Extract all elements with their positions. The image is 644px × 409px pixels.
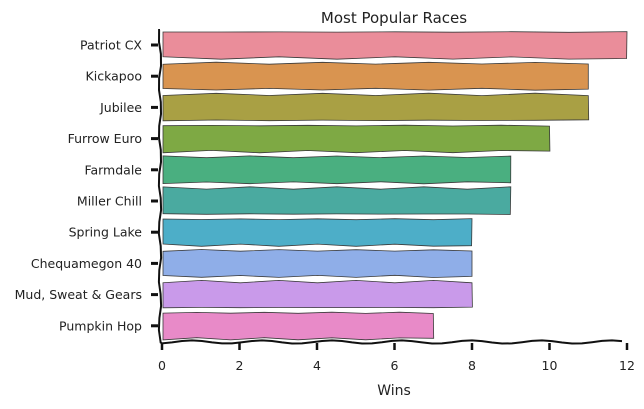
y-tick-label: Patriot CX <box>80 38 142 53</box>
bars-group <box>157 29 628 343</box>
x-tick-label: 2 <box>236 358 244 373</box>
y-tick-label: Pumpkin Hop <box>59 318 142 333</box>
chart-title: Most Popular Races <box>321 9 467 27</box>
bar-mud-sweat-gears <box>162 279 473 309</box>
y-axis-spine <box>157 29 163 343</box>
bar-spring-lake <box>162 218 473 247</box>
x-axis-spine <box>159 339 623 345</box>
y-tick-labels: Patriot CX Kickapoo Jubilee Furrow Euro Farm… <box>15 38 158 333</box>
y-tick-label: Spring Lake <box>69 225 143 240</box>
bar-kickapoo <box>162 61 589 91</box>
y-tick-label: Mud, Sweat & Gears <box>15 287 142 302</box>
bar-patriot-cx <box>162 31 628 60</box>
x-tick-label: 12 <box>619 358 635 373</box>
y-tick-label: Furrow Euro <box>68 131 142 146</box>
x-tick-label: 6 <box>391 358 399 373</box>
bar-furrow-euro <box>162 124 551 154</box>
x-axis-title: Wins <box>377 383 411 399</box>
bar-miller-chill <box>162 186 512 215</box>
y-tick-label: Miller Chill <box>77 194 142 209</box>
x-tick-label: 8 <box>468 358 476 373</box>
y-tick-label: Kickapoo <box>86 69 142 84</box>
x-tick-label: 4 <box>313 358 321 373</box>
x-tick-label: 10 <box>542 358 558 373</box>
x-axis: 0 2 4 6 8 10 12 <box>158 339 635 373</box>
bar-pumpkin-hop <box>162 311 435 341</box>
bar-jubilee <box>162 92 590 122</box>
x-tick-label: 0 <box>158 358 166 373</box>
y-tick-label: Farmdale <box>84 162 142 177</box>
y-tick-label: Chequamegon 40 <box>31 256 142 271</box>
bar-farmdale <box>162 155 512 185</box>
y-tick-label: Jubilee <box>99 100 142 115</box>
bar-chequamegon-40 <box>162 249 473 278</box>
